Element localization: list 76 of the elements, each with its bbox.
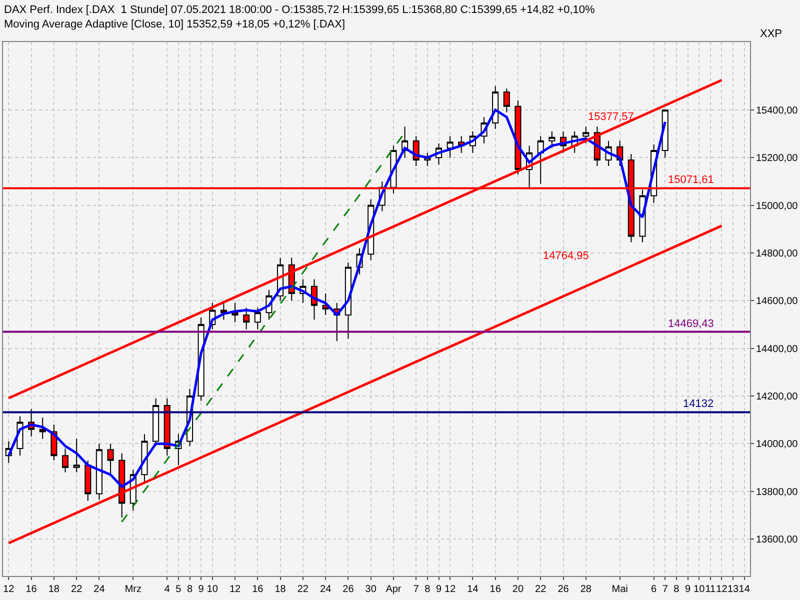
ref-line-label: 15071,61 xyxy=(668,174,714,186)
candlestick xyxy=(514,100,522,175)
x-tick-label: 8 xyxy=(674,584,680,595)
x-tick-label: 26 xyxy=(342,584,354,595)
y-tick-label: 14800,00 xyxy=(756,248,798,260)
x-tick-label: Apr xyxy=(386,584,402,595)
x-tick-label: 9 xyxy=(436,584,442,595)
x-tick-label: 22 xyxy=(71,584,83,595)
candlestick xyxy=(322,293,329,316)
x-tick-label: 7 xyxy=(413,584,420,595)
x-tick-label: Mai xyxy=(612,584,628,595)
candlestick xyxy=(254,307,261,330)
x-tick-label: 10 xyxy=(694,584,706,595)
annotation: 15377,57 xyxy=(588,111,634,123)
chart-title: DAX Perf. Index [.DAX 1 Stunde] 07.05.2021 18:00:00 - O:15385,72 H:15399,65 L:15368,80 C:15399,65 +14,82 +0,10% xyxy=(4,4,595,16)
candlestick xyxy=(243,307,250,330)
candlestick xyxy=(220,302,227,320)
candlestick xyxy=(107,443,114,474)
candlestick xyxy=(84,460,92,502)
x-tick-label: 13 xyxy=(727,584,740,595)
y-tick-label: 13800,00 xyxy=(756,486,798,498)
y-tick-label: 14600,00 xyxy=(756,296,798,308)
x-tick-label: 28 xyxy=(580,584,592,595)
x-tick-label: 24 xyxy=(320,584,332,595)
candlestick xyxy=(503,88,510,113)
candlestick xyxy=(39,416,46,440)
x-tick-label: 24 xyxy=(94,584,106,595)
x-tick-label: 18 xyxy=(274,584,286,595)
candlestick xyxy=(582,126,590,144)
y-tick-label: 15400,00 xyxy=(756,105,798,116)
candlestick xyxy=(537,136,544,184)
text: XXP xyxy=(760,28,782,40)
chart-subtitle: Moving Average Adaptive [Close, 10] 15352,59 +18,05 +0,12% [.DAX] xyxy=(4,18,346,30)
candlestick xyxy=(152,398,160,447)
ref-line-label: 14469,43 xyxy=(668,318,714,330)
x-tick-label: 30 xyxy=(365,584,377,595)
ref-line-label: 14132 xyxy=(683,398,714,410)
x-tick-label: 22 xyxy=(535,584,547,595)
x-tick-label: 8 xyxy=(424,584,431,595)
x-tick-label: 12 xyxy=(716,584,728,595)
x-tick-label: 22 xyxy=(297,584,309,595)
x-tick-label: 12 xyxy=(3,584,15,595)
y-tick-label: 15200,00 xyxy=(756,153,798,164)
x-tick-label: 6 xyxy=(651,584,658,595)
x-tick-label: Mrz xyxy=(124,584,142,595)
annotation: 14764,95 xyxy=(543,250,589,262)
candlestick xyxy=(73,438,80,473)
x-tick-label: 20 xyxy=(512,584,524,595)
x-tick-label: 26 xyxy=(558,584,570,595)
x-tick-label: 12 xyxy=(229,584,242,595)
candlestick xyxy=(232,302,238,323)
candlestick xyxy=(96,443,102,500)
candlestick xyxy=(548,130,556,149)
x-tick-label: 16 xyxy=(252,584,264,595)
x-tick-label: 12 xyxy=(444,584,456,595)
x-tick-label: 10 xyxy=(206,584,218,595)
y-tick-label: 15000,00 xyxy=(756,200,798,212)
y-tick-label: 13600,00 xyxy=(756,534,798,546)
x-tick-label: 9 xyxy=(198,584,204,595)
line-series xyxy=(7,108,666,488)
x-tick-label: 11 xyxy=(705,584,716,595)
x-tick-label: 7 xyxy=(662,584,668,595)
y-tick-label: 14400,00 xyxy=(756,344,798,355)
candlestick xyxy=(446,136,454,158)
y-tick-label: 14000,00 xyxy=(756,439,798,450)
x-tick-label: 14 xyxy=(738,584,750,595)
candlestick xyxy=(62,448,69,473)
y-tick-label: 14200,00 xyxy=(756,392,798,403)
x-tick-label: 16 xyxy=(26,584,38,595)
x-tick-label: 8 xyxy=(186,584,193,595)
x-tick-label: 4 xyxy=(164,584,170,595)
x-tick-label: 9 xyxy=(684,584,691,595)
x-tick-label: 18 xyxy=(48,584,60,595)
x-tick-label: 5 xyxy=(176,584,182,595)
x-tick-label: 16 xyxy=(490,584,502,595)
x-tick-label: 14 xyxy=(467,584,479,595)
